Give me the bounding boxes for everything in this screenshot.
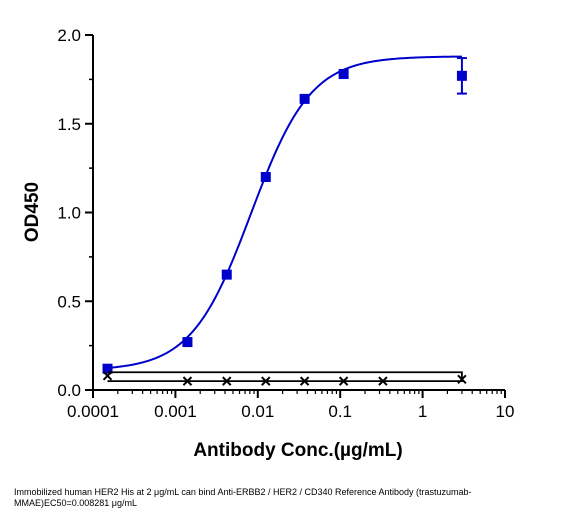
x-tick-label: 10 bbox=[496, 402, 515, 421]
y-tick-label: 0.5 bbox=[57, 292, 81, 311]
series-layer bbox=[102, 55, 467, 386]
series-2 bbox=[102, 371, 467, 386]
data-point bbox=[182, 376, 193, 386]
x-marker-stroke bbox=[182, 376, 193, 386]
data-point bbox=[299, 376, 310, 386]
data-point bbox=[338, 376, 349, 386]
x-marker-stroke bbox=[222, 376, 232, 386]
data-point bbox=[221, 269, 232, 280]
data-point bbox=[456, 70, 467, 81]
x-marker-stroke bbox=[261, 376, 271, 386]
chart: 0.0 0.5 1.0 1.5 2.0 0.0001 0.001 0.01 0.1 1 10 Ant… bbox=[22, 26, 514, 461]
x-marker-stroke bbox=[457, 374, 467, 385]
y-axis-title: OD450 bbox=[22, 182, 43, 242]
data-point bbox=[378, 376, 388, 386]
data-point bbox=[260, 172, 271, 182]
x-marker-stroke bbox=[338, 376, 349, 386]
x-tick-label: 0.001 bbox=[154, 402, 197, 421]
chart-caption: Immobilized human HER2 His at 2 μg/mL ca… bbox=[14, 487, 472, 508]
data-point bbox=[338, 69, 349, 80]
x-axis-title: Antibody Conc.(µg/mL) bbox=[193, 440, 402, 461]
fit-curve bbox=[107, 55, 462, 369]
series-1 bbox=[102, 55, 467, 374]
x-tick-label: 0.1 bbox=[328, 402, 352, 421]
y-tick-label: 0.0 bbox=[57, 381, 81, 400]
x-tick-label: 0.0001 bbox=[67, 402, 119, 421]
x-tick-label: 1 bbox=[418, 402, 427, 421]
y-tick-label: 1.5 bbox=[57, 115, 81, 134]
x-marker-stroke bbox=[299, 376, 310, 386]
x-marker-stroke bbox=[378, 376, 388, 386]
data-point bbox=[299, 93, 310, 104]
x-marker-stroke bbox=[102, 371, 113, 381]
y-tick-label: 2.0 bbox=[57, 26, 81, 45]
data-point bbox=[457, 374, 467, 385]
data-point bbox=[261, 376, 271, 386]
data-point bbox=[182, 337, 193, 348]
data-point bbox=[102, 363, 113, 374]
x-tick-label: 0.01 bbox=[241, 402, 274, 421]
y-tick-label: 1.0 bbox=[57, 204, 81, 223]
axes: 0.0 0.5 1.0 1.5 2.0 0.0001 0.001 0.01 0.1 1 10 bbox=[57, 26, 514, 421]
data-point bbox=[222, 376, 232, 386]
data-point bbox=[102, 371, 113, 381]
baseline-bracket bbox=[107, 371, 463, 383]
